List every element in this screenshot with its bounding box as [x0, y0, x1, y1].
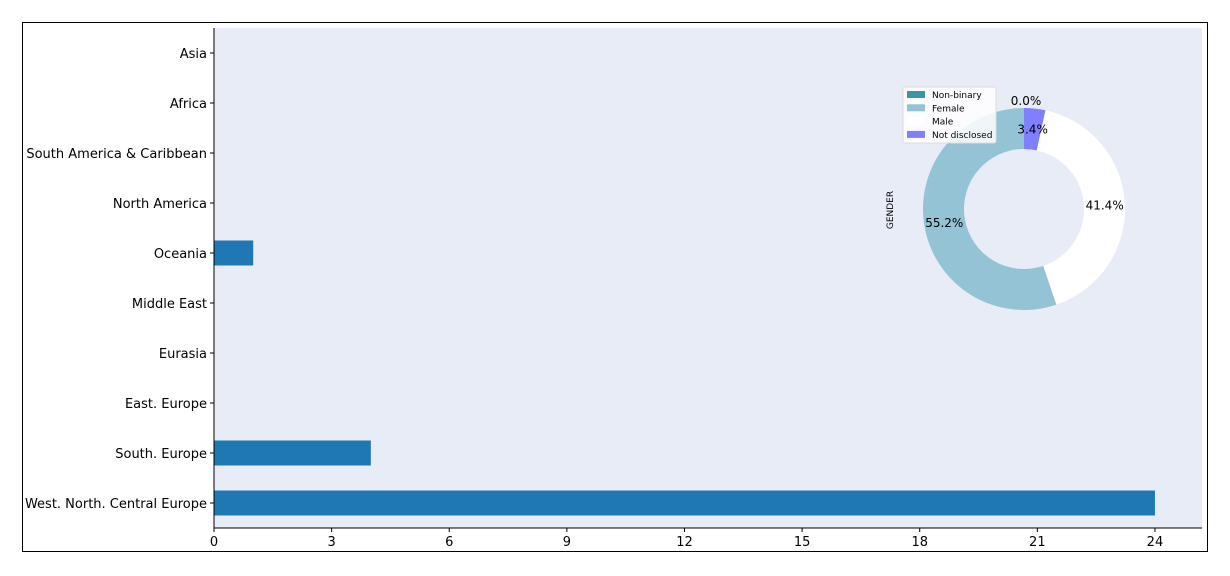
pie-data-label: 55.2% [925, 216, 963, 230]
bar [214, 490, 1155, 516]
legend-label: Not disclosed [932, 131, 992, 141]
y-tick-label: Asia [180, 47, 207, 62]
legend-swatch [907, 117, 925, 125]
x-tick-label: 21 [1029, 535, 1046, 550]
y-tick-label: South America & Caribbean [26, 147, 207, 162]
pie-data-label: 0.0% [1011, 94, 1042, 108]
x-tick-label: 18 [911, 535, 928, 550]
y-tick-label: Africa [170, 97, 207, 112]
legend-label: Male [932, 118, 954, 128]
y-tick-label: Middle East [132, 297, 207, 312]
x-tick-label: 0 [210, 535, 218, 550]
y-tick-label: North America [113, 197, 207, 212]
pie-data-label: 3.4% [1017, 123, 1048, 137]
y-tick-label: Oceania [154, 247, 207, 262]
pie-data-label: 41.4% [1086, 198, 1124, 212]
pie-slice [923, 108, 1057, 310]
y-tick-label: Eurasia [159, 347, 207, 362]
x-tick-label: 12 [676, 535, 693, 550]
pie-slice [1036, 110, 1125, 305]
legend-swatch [907, 91, 925, 98]
x-tick-label: 9 [563, 535, 571, 550]
legend-box [902, 86, 997, 144]
legend-swatch [907, 130, 925, 138]
y-tick-label: South. Europe [115, 447, 207, 462]
figure-frame [22, 22, 1208, 552]
bar [214, 240, 254, 266]
y-tick-label: East. Europe [125, 397, 207, 412]
bar [214, 440, 371, 466]
legend-swatch [907, 104, 925, 112]
pie-ylabel: GENDER [886, 191, 896, 229]
x-tick-label: 3 [327, 535, 335, 550]
x-tick-label: 24 [1147, 535, 1164, 550]
y-tick-label: West. North. Central Europe [25, 497, 207, 512]
x-tick-label: 6 [445, 535, 453, 550]
legend-label: Female [932, 104, 965, 114]
pie-slice [1024, 108, 1046, 151]
x-tick-label: 15 [794, 535, 811, 550]
legend-label: Non-binary [932, 91, 982, 101]
